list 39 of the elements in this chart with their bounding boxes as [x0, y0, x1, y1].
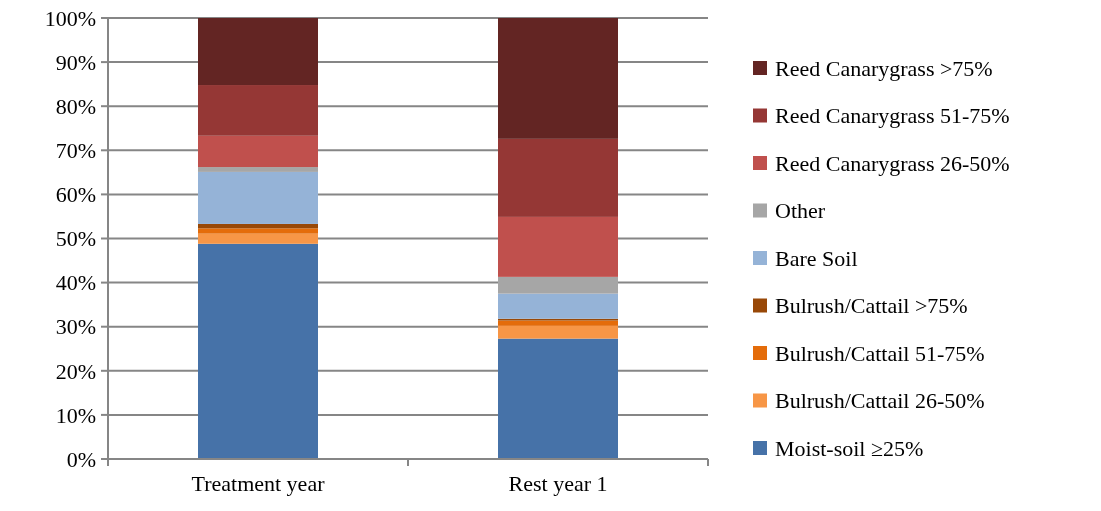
legend-label: Bulrush/Cattail 26-50% — [775, 388, 985, 414]
bar — [198, 135, 318, 168]
y-tick-label: 100% — [44, 5, 96, 31]
y-tick-label: 90% — [55, 49, 96, 75]
y-tick-label: 40% — [55, 270, 96, 296]
y-tick-label: 10% — [55, 402, 96, 428]
y-tick-label: 20% — [55, 358, 96, 384]
bar — [498, 18, 618, 139]
legend-label: Reed Canarygrass 26-50% — [775, 150, 1010, 176]
y-tick-label: 30% — [55, 314, 96, 340]
y-tick-label: 50% — [55, 226, 96, 252]
bar — [198, 171, 318, 224]
bar — [498, 320, 618, 326]
legend-label: Bulrush/Cattail >75% — [775, 293, 968, 319]
legend-label: Bulrush/Cattail 51-75% — [775, 340, 985, 366]
y-tick-label: 80% — [55, 93, 96, 119]
bar — [198, 243, 318, 459]
bar — [198, 228, 318, 234]
x-tick-label: Treatment year — [191, 471, 326, 496]
bar — [198, 18, 318, 86]
y-tick-label: 70% — [55, 138, 96, 163]
bar — [498, 325, 618, 339]
y-tick-label: 60% — [55, 182, 96, 208]
legend-label: Bare Soil — [775, 245, 858, 271]
bar — [498, 293, 618, 319]
bar — [198, 223, 318, 229]
bar — [498, 276, 618, 294]
y-tick-label: 0% — [66, 446, 96, 472]
legend-label: Reed Canarygrass 51-75% — [775, 103, 1010, 129]
legend-label: Reed Canarygrass >75% — [775, 55, 993, 81]
legend-label: Other — [775, 198, 826, 224]
bar — [198, 167, 318, 172]
bar — [498, 138, 618, 217]
x-tick-label: Rest year 1 — [508, 471, 608, 496]
bar — [498, 216, 618, 277]
bar — [198, 85, 318, 136]
bar — [498, 338, 618, 459]
bar — [198, 233, 318, 244]
legend-label: Moist-soil ≥25% — [775, 435, 924, 461]
